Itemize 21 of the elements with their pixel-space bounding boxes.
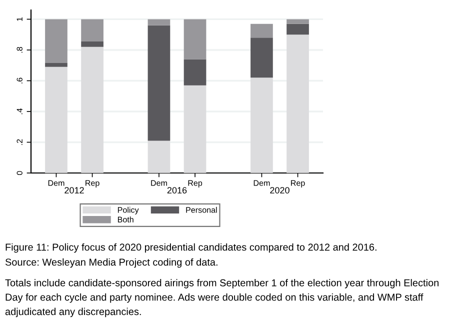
x-tick-label: Rep bbox=[188, 180, 202, 188]
text: Figure 11: Policy focus of 2020 presidential candidates compared to 2012 and 2016. bbox=[6, 243, 376, 253]
x-tick-label: Dem bbox=[254, 180, 270, 186]
y-tick-label: 1 bbox=[16, 17, 22, 21]
text: 2020 bbox=[270, 187, 290, 194]
x-tick-label: Rep bbox=[86, 180, 100, 188]
y-tick-label: .4 bbox=[16, 108, 22, 114]
x-tick-label: Dem bbox=[151, 180, 167, 186]
text: 2016 bbox=[167, 187, 187, 194]
x-tick-label: Dem bbox=[48, 180, 64, 186]
legend-label: Personal bbox=[186, 206, 217, 213]
text: Totals include candidate-sponsored airings from September 1 of the election year through Election Day for each cycle and party nominee. Ads were double coded on this variable, and WMP staff adjudicated any discrepancies. bbox=[5, 279, 438, 318]
legend-label: Both bbox=[118, 216, 134, 222]
text: 2012 bbox=[64, 187, 84, 194]
source-note: Source: Wesleyan Media Project coding of data. bbox=[5, 258, 218, 268]
legend-label: Policy bbox=[118, 206, 139, 214]
y-tick-label: .2 bbox=[16, 139, 22, 145]
y-tick-label: 0 bbox=[16, 171, 22, 175]
y-tick-label: .6 bbox=[16, 78, 22, 84]
y-tick-label: .8 bbox=[16, 46, 22, 53]
x-tick-label: Rep bbox=[291, 180, 305, 188]
